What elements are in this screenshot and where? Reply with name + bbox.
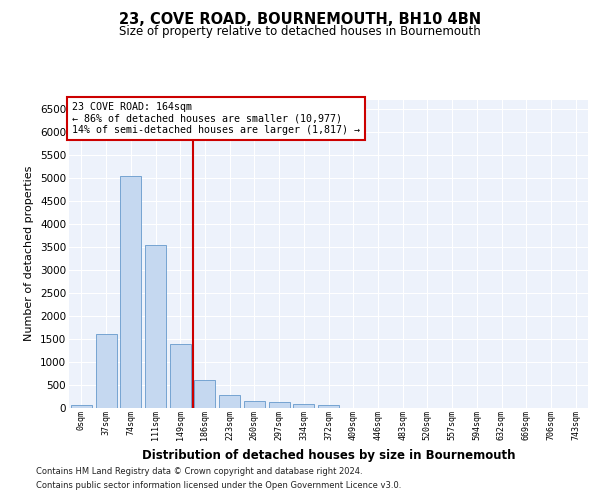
Text: Size of property relative to detached houses in Bournemouth: Size of property relative to detached ho… (119, 25, 481, 38)
Text: Contains HM Land Registry data © Crown copyright and database right 2024.: Contains HM Land Registry data © Crown c… (36, 468, 362, 476)
Y-axis label: Number of detached properties: Number of detached properties (25, 166, 34, 342)
Bar (170, 344, 191, 408)
Text: Contains public sector information licensed under the Open Government Licence v3: Contains public sector information licen… (36, 481, 401, 490)
Bar (293, 404, 314, 407)
Bar (95, 334, 116, 407)
Bar (120, 176, 141, 408)
Bar (71, 405, 92, 407)
Bar (219, 394, 240, 407)
Bar (244, 401, 265, 407)
Bar (318, 405, 339, 407)
X-axis label: Distribution of detached houses by size in Bournemouth: Distribution of detached houses by size … (142, 448, 515, 462)
Bar (145, 244, 166, 408)
Bar (269, 402, 290, 407)
Text: 23 COVE ROAD: 164sqm
← 86% of detached houses are smaller (10,977)
14% of semi-d: 23 COVE ROAD: 164sqm ← 86% of detached h… (71, 102, 359, 134)
Text: 23, COVE ROAD, BOURNEMOUTH, BH10 4BN: 23, COVE ROAD, BOURNEMOUTH, BH10 4BN (119, 12, 481, 28)
Bar (194, 380, 215, 407)
